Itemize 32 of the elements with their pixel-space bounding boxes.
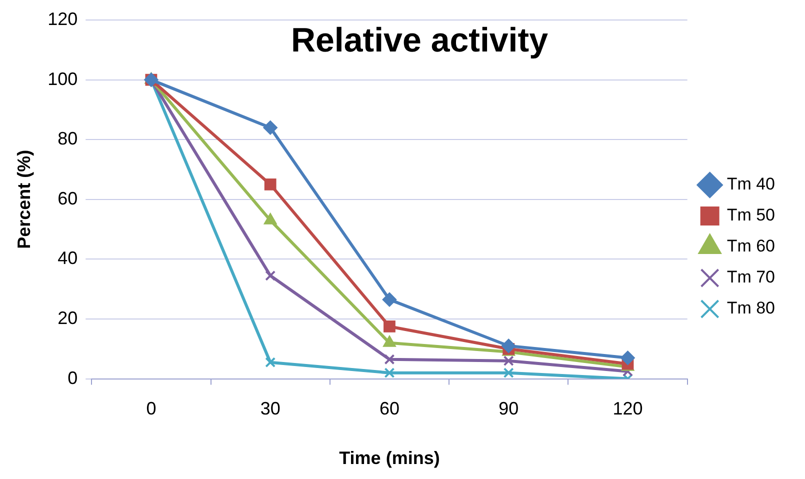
point	[265, 270, 276, 281]
point	[503, 368, 514, 378]
y-tick-label: 120	[48, 8, 78, 29]
point	[384, 368, 395, 378]
legend-label: Tm 40	[726, 174, 776, 194]
point	[265, 357, 276, 368]
point	[382, 292, 396, 307]
chart-title: Relative activity	[290, 21, 548, 60]
y-tick-label: 80	[58, 128, 78, 149]
point	[384, 320, 396, 332]
y-tick-label: 100	[48, 68, 78, 89]
point	[263, 120, 278, 135]
x-tick-label: 30	[260, 398, 280, 419]
x-axis-title: Time (mins)	[339, 448, 440, 468]
legend-label: Tm 60	[726, 236, 776, 256]
x-tick-label: 120	[612, 398, 643, 419]
legend-label: Tm 70	[726, 268, 776, 287]
x-tick-label: 90	[498, 398, 519, 419]
point	[384, 354, 395, 365]
y-tick-label: 40	[58, 248, 78, 268]
legend-label: Tm 80	[726, 298, 776, 318]
x-tick-label: 0	[146, 398, 156, 419]
y-tick-label: 0	[68, 368, 78, 388]
x-tick-label: 60	[379, 398, 400, 419]
point	[502, 338, 516, 353]
point	[264, 178, 276, 190]
point	[620, 350, 635, 365]
point	[503, 356, 514, 366]
y-tick-label: 20	[58, 308, 78, 328]
legend-label: Tm 50	[726, 206, 776, 225]
y-tick-label: 60	[58, 188, 78, 208]
y-axis-title: Percent (%)	[14, 150, 34, 249]
